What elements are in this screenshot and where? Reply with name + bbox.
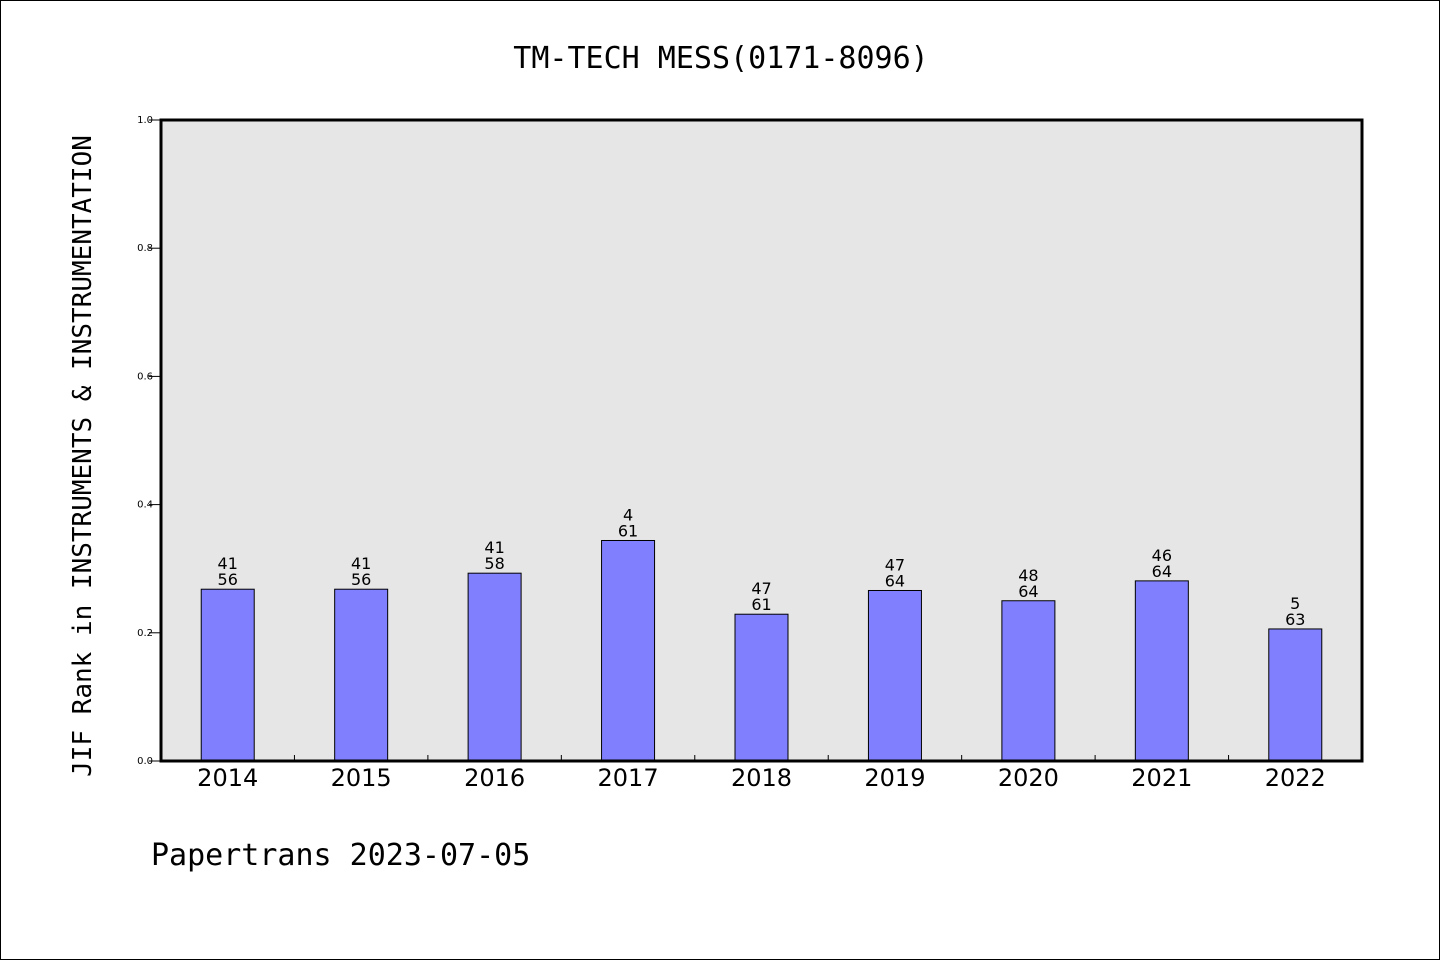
bar-label-top-2017: 4 bbox=[623, 505, 633, 524]
y-tick-label: 0.6 bbox=[137, 371, 153, 382]
bar-label-top-2014: 41 bbox=[218, 554, 238, 573]
chart-title: TM-TECH MESS(0171-8096) bbox=[513, 41, 928, 76]
x-tick-label-2015: 2015 bbox=[331, 764, 392, 792]
x-tick-label-2022: 2022 bbox=[1265, 764, 1326, 792]
x-tick-label-2016: 2016 bbox=[464, 764, 525, 792]
bar-label-top-2021: 46 bbox=[1152, 546, 1172, 565]
bar-label-bottom-2017: 61 bbox=[618, 521, 638, 540]
bar-label-top-2015: 41 bbox=[351, 554, 371, 573]
bar-label-top-2020: 48 bbox=[1018, 566, 1038, 585]
bar-label-bottom-2018: 61 bbox=[751, 595, 771, 614]
bar-label-top-2016: 41 bbox=[484, 538, 504, 557]
x-tick-label-2014: 2014 bbox=[197, 764, 258, 792]
bar-2017 bbox=[601, 539, 656, 762]
bar-label-bottom-2021: 64 bbox=[1152, 562, 1172, 581]
bar-label-bottom-2016: 58 bbox=[484, 554, 504, 573]
y-tick-label: 0.0 bbox=[137, 756, 153, 767]
bar-label-top-2019: 47 bbox=[885, 555, 905, 574]
x-axis: 2014 2015 2016 2017 2018 2019 2020 2021 2022 bbox=[197, 755, 1326, 792]
bar-label-bottom-2022: 63 bbox=[1285, 610, 1305, 629]
bar-2015 bbox=[334, 588, 389, 762]
y-tick-label: 1.0 bbox=[137, 115, 153, 126]
bar-label-bottom-2020: 64 bbox=[1018, 582, 1038, 601]
bars-group bbox=[200, 539, 1323, 762]
y-axis-title: JIF Rank in INSTRUMENTS & INSTRUMENTATIO… bbox=[68, 135, 98, 777]
bar-label-bottom-2019: 64 bbox=[885, 571, 905, 590]
plot-border bbox=[159, 118, 1364, 763]
bar-label-top-2018: 47 bbox=[751, 579, 771, 598]
bar-label-top-2022: 5 bbox=[1290, 594, 1300, 613]
y-tick-label: 0.8 bbox=[137, 243, 153, 254]
bar-2018 bbox=[734, 613, 789, 762]
bar-2019 bbox=[867, 589, 922, 762]
x-tick-label-2020: 2020 bbox=[998, 764, 1059, 792]
y-tick-label: 0.2 bbox=[137, 628, 153, 639]
x-tick-label-2019: 2019 bbox=[864, 764, 925, 792]
bar-2021 bbox=[1134, 580, 1189, 762]
x-tick-label-2021: 2021 bbox=[1131, 764, 1192, 792]
x-tick-label-2017: 2017 bbox=[598, 764, 659, 792]
bar-2020 bbox=[1001, 600, 1056, 762]
y-tick-label: 0.4 bbox=[137, 500, 153, 511]
bar-label-bottom-2014: 56 bbox=[218, 570, 238, 589]
footer-text: Papertrans 2023-07-05 bbox=[151, 838, 530, 873]
bar-label-bottom-2015: 56 bbox=[351, 570, 371, 589]
bar-2022 bbox=[1268, 628, 1323, 762]
bar-2016 bbox=[467, 572, 522, 762]
y-axis: 0.0 0.2 0.4 0.6 0.8 1.0 bbox=[137, 115, 161, 767]
bar-2014 bbox=[200, 588, 255, 762]
x-tick-label-2018: 2018 bbox=[731, 764, 792, 792]
